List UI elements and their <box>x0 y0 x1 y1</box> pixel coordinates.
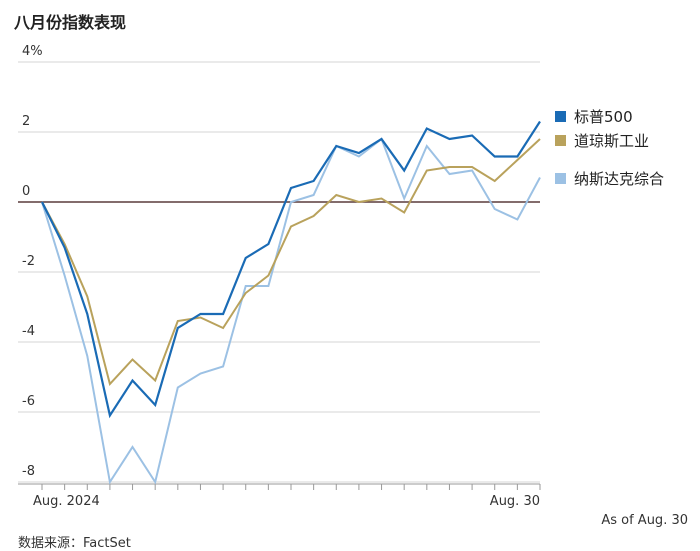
y-tick-label: -2 <box>22 254 35 269</box>
legend: 标普500 道琼斯工业 纳斯达克综合 <box>555 104 664 190</box>
legend-item-sp500: 标普500 <box>555 104 664 128</box>
y-axis-ticks: 4% 2 0 -2 -4 -6 -8 <box>22 44 43 479</box>
source-note: 数据来源：FactSet <box>18 536 131 551</box>
y-tick-label: -6 <box>22 394 35 409</box>
y-tick-label: -4 <box>22 324 35 339</box>
gridlines <box>18 61 540 483</box>
y-tick-label: -8 <box>22 464 35 479</box>
legend-swatch-dow <box>555 134 566 146</box>
legend-label-dow: 道琼斯工业 <box>574 131 650 150</box>
y-tick-label: 4% <box>22 44 43 59</box>
x-tick-label: Aug. 2024 <box>33 494 100 509</box>
y-tick-label: 0 <box>22 184 30 199</box>
y-tick-label: 2 <box>22 114 30 129</box>
legend-item-dow: 道琼斯工业 <box>555 128 664 152</box>
legend-swatch-sp500 <box>555 110 566 122</box>
x-tick-label: Aug. 30 <box>490 494 540 509</box>
as-of-note: As of Aug. 30 <box>601 513 688 528</box>
legend-swatch-nasdaq <box>555 172 566 184</box>
series-lines <box>41 120 541 485</box>
x-axis: Aug. 2024 Aug. 30 <box>18 483 541 509</box>
legend-label-nasdaq: 纳斯达克综合 <box>574 169 665 188</box>
series-line-sp500 <box>41 120 541 419</box>
series-line-nasdaq <box>41 137 541 485</box>
legend-item-nasdaq: 纳斯达克综合 <box>555 166 664 190</box>
chart-title: 八月份指数表现 <box>14 13 127 32</box>
legend-label-sp500: 标普500 <box>574 107 633 126</box>
series-line-dow <box>41 138 541 387</box>
